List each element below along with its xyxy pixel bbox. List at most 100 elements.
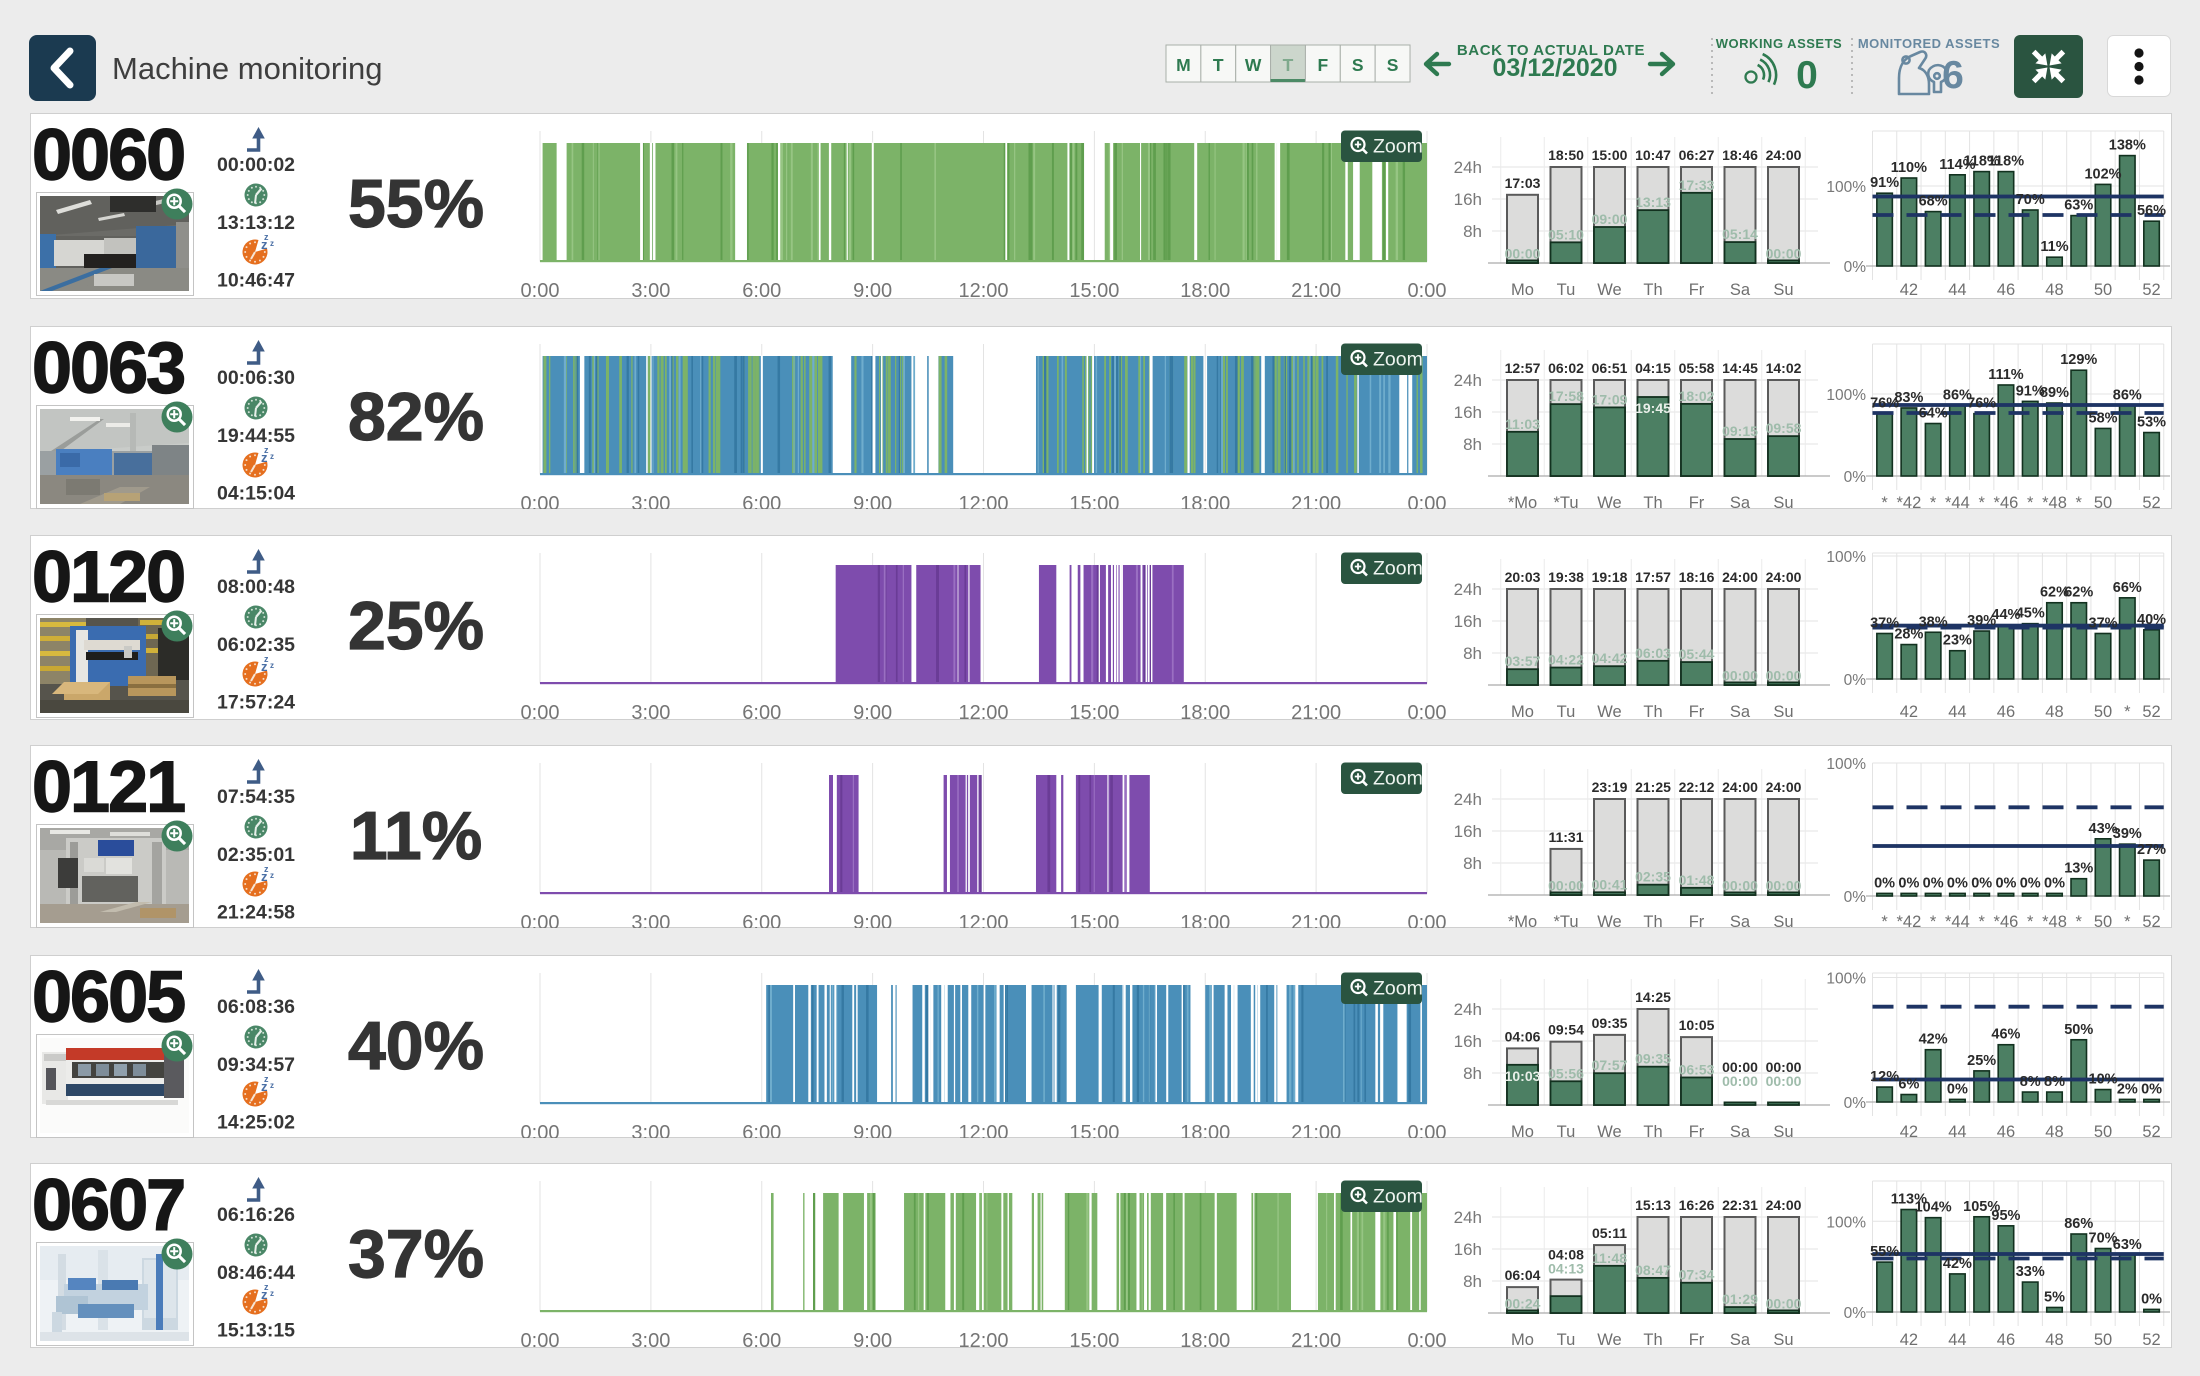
svg-text:44: 44: [1948, 1331, 1966, 1348]
svg-text:2%: 2%: [2117, 1081, 2138, 1097]
svg-text:z: z: [261, 450, 268, 465]
svg-text:0%: 0%: [1844, 1305, 1867, 1322]
svg-text:100%: 100%: [1826, 1214, 1866, 1231]
svg-text:00:00: 00:00: [1766, 246, 1802, 262]
svg-text:Sa: Sa: [1730, 1123, 1751, 1138]
svg-text:5%: 5%: [2044, 1289, 2065, 1305]
svg-text:*: *: [2124, 703, 2131, 720]
svg-text:0607: 0607: [32, 1166, 184, 1246]
svg-text:19:38: 19:38: [1548, 569, 1584, 585]
svg-text:05:58: 05:58: [1679, 360, 1715, 376]
svg-text:Zoom: Zoom: [1373, 1186, 1423, 1208]
svg-text:*: *: [1930, 913, 1937, 928]
svg-text:24:00: 24:00: [1722, 569, 1758, 585]
svg-text:01:48: 01:48: [1679, 872, 1715, 888]
svg-text:Fr: Fr: [1689, 1123, 1705, 1138]
svg-text:18:46: 18:46: [1722, 147, 1758, 163]
svg-text:MONITORED ASSETS: MONITORED ASSETS: [1858, 36, 2000, 51]
svg-text:We: We: [1597, 1123, 1621, 1138]
svg-text:100%: 100%: [1826, 387, 1866, 404]
svg-text:0:00: 0:00: [521, 912, 560, 928]
svg-text:Zoom: Zoom: [1373, 768, 1423, 790]
svg-text:48: 48: [2045, 281, 2063, 299]
svg-text:0%: 0%: [1947, 875, 1968, 891]
svg-text:17:09: 17:09: [1592, 391, 1628, 407]
svg-text:6:00: 6:00: [742, 493, 781, 509]
svg-text:17:58: 17:58: [1548, 388, 1584, 404]
svg-text:100%: 100%: [1826, 179, 1866, 196]
svg-text:13:13: 13:13: [1635, 194, 1671, 210]
svg-text:Mo: Mo: [1511, 1331, 1534, 1348]
svg-text:12:00: 12:00: [958, 702, 1008, 720]
svg-text:23:19: 23:19: [1592, 779, 1628, 795]
svg-text:91%: 91%: [2016, 383, 2045, 399]
svg-text:0%: 0%: [2141, 1291, 2162, 1307]
svg-text:9:00: 9:00: [853, 912, 892, 928]
svg-text:z: z: [261, 659, 268, 674]
svg-text:22:31: 22:31: [1722, 1197, 1758, 1213]
svg-text:42%: 42%: [1919, 1032, 1948, 1048]
svg-text:50: 50: [2094, 1331, 2112, 1348]
svg-text:56%: 56%: [2137, 203, 2166, 219]
svg-text:24:00: 24:00: [1766, 779, 1802, 795]
svg-text:0:00: 0:00: [521, 702, 560, 720]
svg-text:09:15: 09:15: [1722, 423, 1758, 439]
svg-text:21:24:58: 21:24:58: [217, 902, 295, 924]
svg-text:52: 52: [2142, 1123, 2160, 1138]
svg-text:z: z: [261, 869, 268, 884]
svg-text:Th: Th: [1643, 913, 1662, 928]
svg-text:06:16:26: 06:16:26: [217, 1204, 295, 1226]
svg-text:Su: Su: [1773, 913, 1793, 928]
svg-text:09:54: 09:54: [1548, 1022, 1584, 1038]
svg-text:06:03: 06:03: [1635, 645, 1671, 661]
svg-text:18:00: 18:00: [1180, 912, 1230, 928]
svg-text:24h: 24h: [1454, 580, 1482, 599]
svg-text:09:34:57: 09:34:57: [217, 1054, 295, 1076]
svg-text:z: z: [261, 1287, 268, 1302]
svg-text:0:00: 0:00: [521, 1122, 560, 1138]
svg-text:104%: 104%: [1915, 1200, 1952, 1216]
svg-text:0605: 0605: [32, 958, 185, 1038]
svg-text:14:45: 14:45: [1722, 360, 1758, 376]
svg-text:06:04: 06:04: [1505, 1267, 1541, 1283]
svg-text:39%: 39%: [2113, 826, 2142, 842]
svg-text:8h: 8h: [1463, 854, 1482, 873]
svg-text:52: 52: [2142, 1331, 2160, 1348]
svg-text:18:00: 18:00: [1180, 493, 1230, 509]
svg-text:110%: 110%: [1891, 160, 1927, 176]
svg-text:6:00: 6:00: [742, 912, 781, 928]
svg-text:00:00: 00:00: [1505, 246, 1541, 262]
svg-text:BACK TO ACTUAL DATE: BACK TO ACTUAL DATE: [1457, 42, 1645, 59]
svg-text:63%: 63%: [2113, 1237, 2142, 1253]
svg-text:40%: 40%: [348, 1008, 484, 1084]
svg-text:16h: 16h: [1454, 1240, 1482, 1259]
svg-text:21:25: 21:25: [1635, 779, 1671, 795]
svg-text:09:35: 09:35: [1592, 1015, 1628, 1031]
svg-text:Tu: Tu: [1557, 1331, 1576, 1348]
svg-text:42: 42: [1900, 281, 1918, 299]
svg-text:15:00: 15:00: [1069, 912, 1119, 928]
svg-text:64%: 64%: [1919, 406, 1948, 422]
svg-text:21:00: 21:00: [1291, 702, 1341, 720]
svg-text:76%: 76%: [1870, 396, 1899, 412]
svg-text:6:00: 6:00: [742, 1330, 781, 1348]
svg-text:53%: 53%: [2137, 415, 2166, 431]
svg-text:Th: Th: [1643, 494, 1662, 509]
svg-text:00:41: 00:41: [1592, 876, 1628, 892]
svg-text:06:53: 06:53: [1679, 1061, 1715, 1077]
svg-text:*46: *46: [1994, 494, 2019, 509]
svg-text:*42: *42: [1896, 494, 1921, 509]
svg-text:118%: 118%: [1964, 154, 2000, 170]
svg-text:00:00: 00:00: [1722, 1073, 1758, 1089]
svg-text:18:16: 18:16: [1679, 569, 1715, 585]
svg-text:102%: 102%: [2084, 166, 2121, 182]
svg-text:z: z: [264, 445, 269, 455]
svg-text:18:00: 18:00: [1180, 1330, 1230, 1348]
svg-text:86%: 86%: [1943, 387, 1972, 403]
svg-text:14:25:02: 14:25:02: [217, 1112, 295, 1134]
svg-text:24:00: 24:00: [1722, 779, 1758, 795]
svg-text:105%: 105%: [1963, 1199, 2000, 1215]
svg-text:13%: 13%: [2064, 861, 2093, 877]
svg-text:04:08: 04:08: [1548, 1247, 1584, 1263]
svg-text:z: z: [270, 239, 274, 248]
